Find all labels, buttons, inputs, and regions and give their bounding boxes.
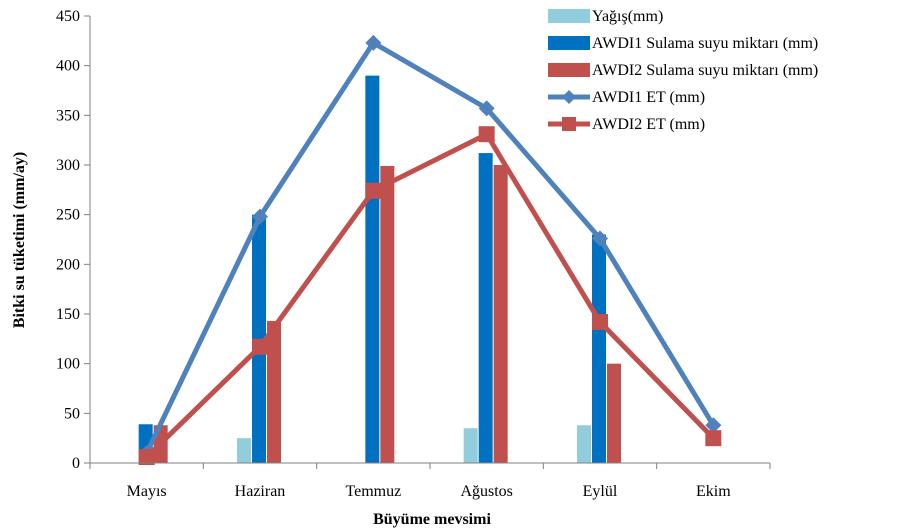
x-tick-label: Temmuz (345, 483, 401, 500)
bar (380, 165, 395, 463)
x-tick-label: Haziran (235, 483, 286, 500)
bar (267, 320, 281, 463)
x-tick-label: Ekim (696, 483, 731, 500)
y-tick-label: 300 (56, 157, 80, 174)
y-tick-label: 0 (72, 455, 80, 472)
legend-label: Yağış(mm) (592, 8, 663, 25)
bar (365, 75, 380, 463)
bar (592, 234, 606, 463)
legend-square-marker (562, 117, 576, 131)
legend-diamond-marker (562, 90, 576, 104)
axes: 0 50 100 150 200 250 300 350 400 450 Mayıs Haziran T… (56, 8, 771, 500)
y-axis-title: Bitki su tüketimi (mm/ay) (11, 152, 28, 328)
x-tick-label: Eylül (583, 483, 618, 500)
bar (478, 153, 493, 463)
square-marker (592, 313, 608, 330)
legend-label: AWDI2 Sulama suyu miktarı (mm) (592, 62, 818, 79)
bar (237, 438, 251, 463)
square-marker (252, 338, 268, 355)
legend-label: AWDI2 ET (mm) (592, 116, 705, 133)
plot-area (138, 34, 722, 466)
bar (577, 425, 591, 463)
square-marker (138, 449, 155, 466)
legend: Yağış(mm) AWDI1 Sulama suyu miktarı (mm) A… (548, 8, 818, 133)
x-axis-title: Büyüme mevsimi (373, 511, 491, 528)
square-marker (705, 430, 722, 447)
y-tick-label: 50 (64, 405, 80, 422)
square-marker (478, 126, 495, 143)
legend-label: AWDI1 ET (mm) (592, 89, 705, 106)
diamond-marker (592, 230, 608, 247)
bar (607, 363, 621, 463)
bar (463, 428, 478, 463)
y-tick-label: 450 (56, 8, 80, 25)
diamond-marker (478, 100, 495, 117)
y-tick-label: 400 (56, 58, 80, 75)
legend-swatch (548, 36, 590, 50)
diamond-marker (705, 417, 722, 434)
x-tick-label: Ağustos (460, 483, 512, 500)
x-tick-label: Mayıs (127, 483, 167, 500)
legend-label: AWDI1 Sulama suyu miktarı (mm) (592, 35, 818, 52)
y-tick-label: 100 (56, 356, 80, 373)
series-line (144, 40, 716, 456)
y-tick-label: 150 (56, 306, 80, 323)
y-tick-label: 200 (56, 256, 80, 273)
diamond-marker (365, 34, 382, 51)
legend-swatch (548, 9, 590, 23)
series-line (144, 131, 716, 460)
y-tick-label: 350 (56, 107, 80, 124)
diamond-marker (252, 208, 268, 225)
square-marker (365, 182, 382, 199)
bar (493, 165, 508, 463)
y-tick-label: 250 (56, 207, 80, 224)
legend-swatch (548, 63, 590, 77)
